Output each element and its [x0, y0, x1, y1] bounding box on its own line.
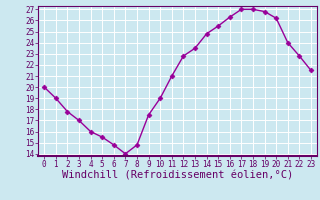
X-axis label: Windchill (Refroidissement éolien,°C): Windchill (Refroidissement éolien,°C) [62, 171, 293, 181]
